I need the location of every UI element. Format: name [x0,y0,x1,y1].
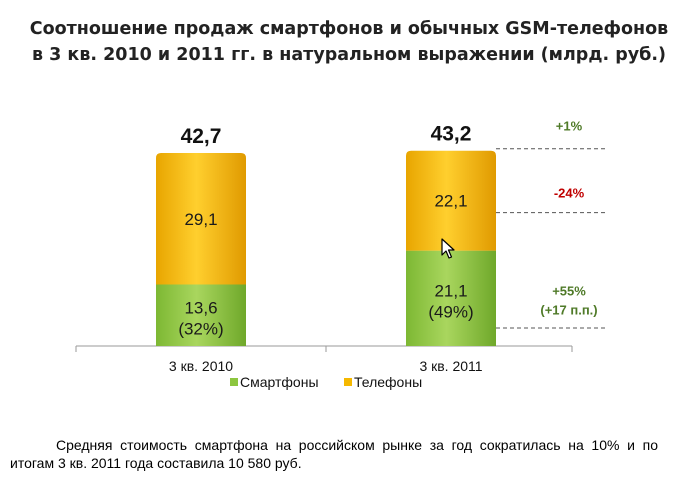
legend-swatch-phones [344,378,352,386]
annotation-phones-change: -24% [554,186,585,201]
bar-segment-smartphones-1 [156,284,246,346]
bar-segment-smartphones-2 [406,250,496,346]
annotation-smartphones-change: +55% [552,283,586,298]
chart-title-line-2: в 3 кв. 2010 и 2011 гг. в натуральном вы… [32,45,666,65]
annotation-total-change: +1% [556,119,583,134]
legend: Смартфоны Телефоны [230,374,422,390]
data-label-value: 13,6 [184,298,217,317]
legend-swatch-smartphones [230,378,238,386]
caption-text: Средняя стоимость смартфона на российско… [10,437,658,471]
x-tick-label: 3 кв. 2011 [419,358,482,374]
mouse-cursor-icon [441,238,455,259]
x-tick-label: 3 кв. 2010 [169,358,233,374]
data-label-value: 22,1 [434,192,467,211]
bar-segment-phones-1 [156,153,246,285]
chart-title-line-1: Соотношение продаж смартфонов и обычных … [29,19,669,39]
bar-segment-phones-2 [406,150,496,251]
data-label-total: 43,2 [431,123,472,146]
data-label-share: (32%) [178,319,223,338]
data-label-total: 42,7 [181,125,222,148]
chart-title: Соотношение продаж смартфонов и обычных … [0,16,698,68]
data-label-value: 29,1 [184,210,217,229]
annotation-smartphones-change: (+17 п.п.) [540,302,597,317]
data-label-value: 21,1 [434,281,467,300]
data-label-share: (49%) [428,302,473,321]
legend-label-smartphones: Смартфоны [240,374,319,390]
legend-label-phones: Телефоны [354,374,422,390]
stacked-bar-chart: 13,6 (32%) 29,1 42,7 3 кв. 2010 21,1 (49%) 22,1… [75,119,605,390]
